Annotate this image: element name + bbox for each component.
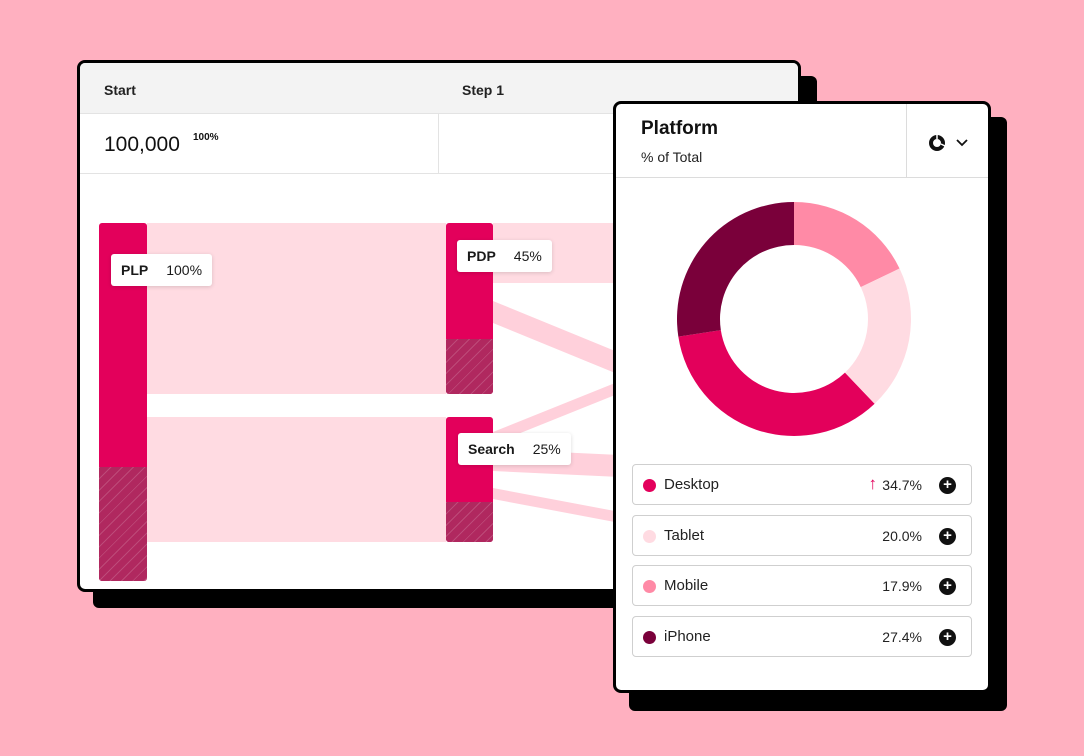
plus-circle-icon[interactable]: + bbox=[939, 629, 956, 646]
donut-slice-iphone[interactable] bbox=[677, 202, 794, 337]
legend-item-tablet[interactable]: Tablet 20.0% + bbox=[632, 515, 972, 556]
color-dot bbox=[643, 631, 656, 644]
flow-search-cross bbox=[493, 381, 620, 444]
plus-circle-icon[interactable]: + bbox=[939, 477, 956, 494]
flow-plp-to-pdp bbox=[147, 223, 446, 394]
node-tag-plp[interactable]: PLP 100% bbox=[111, 254, 213, 286]
stats-divider bbox=[438, 113, 439, 173]
column-header-step-1: Step 1 bbox=[462, 82, 505, 98]
legend-item-mobile[interactable]: Mobile 17.9% + bbox=[632, 565, 972, 606]
legend-label: Tablet bbox=[664, 527, 705, 544]
donut-chart-icon bbox=[929, 134, 946, 151]
legend-item-desktop[interactable]: Desktop ↑ 34.7% + bbox=[632, 464, 972, 505]
chevron-down-icon bbox=[956, 139, 968, 147]
chart-type-dropdown[interactable] bbox=[928, 131, 978, 155]
node-name: PLP bbox=[121, 262, 149, 278]
start-total-value: 100,000 bbox=[104, 133, 180, 156]
donut-slice-desktop[interactable] bbox=[678, 330, 875, 436]
search-dropoff-hatch bbox=[446, 502, 493, 542]
flow-plp-to-search bbox=[147, 417, 446, 542]
platform-card: Platform % of Total Desktop ↑ 34.7% + Ta… bbox=[613, 101, 991, 693]
node-percent: 100% bbox=[166, 262, 203, 278]
platform-subtitle: % of Total bbox=[641, 149, 703, 165]
node-percent: 25% bbox=[532, 441, 561, 457]
node-tag-pdp[interactable]: PDP 45% bbox=[457, 240, 552, 272]
legend-label: Mobile bbox=[664, 577, 709, 594]
platform-donut-chart bbox=[677, 202, 911, 436]
legend-item-iphone[interactable]: iPhone 27.4% + bbox=[632, 616, 972, 657]
node-tag-search[interactable]: Search 25% bbox=[458, 433, 571, 465]
flow-pdp-cross bbox=[493, 301, 620, 375]
header-rule bbox=[616, 177, 988, 178]
flow-search-out-2 bbox=[493, 488, 620, 523]
color-dot bbox=[643, 580, 656, 593]
legend-value: 20.0% bbox=[882, 528, 922, 544]
header-divider bbox=[906, 104, 907, 177]
node-name: Search bbox=[468, 441, 515, 457]
legend-value: 17.9% bbox=[882, 578, 922, 594]
plus-circle-icon[interactable]: + bbox=[939, 578, 956, 595]
legend-label: Desktop bbox=[664, 476, 720, 493]
donut-slice-mobile[interactable] bbox=[794, 202, 900, 288]
legend-value: 34.7% bbox=[882, 477, 922, 493]
color-dot bbox=[643, 479, 656, 492]
start-total-percent: 100% bbox=[193, 132, 219, 143]
arrow-up-icon: ↑ bbox=[868, 474, 878, 493]
column-header-start: Start bbox=[104, 82, 136, 98]
donut-slice-tablet[interactable] bbox=[844, 268, 911, 404]
plp-dropoff-hatch bbox=[99, 467, 147, 581]
pdp-dropoff-hatch bbox=[446, 339, 493, 394]
node-percent: 45% bbox=[513, 248, 542, 264]
plus-circle-icon[interactable]: + bbox=[939, 528, 956, 545]
legend-value: 27.4% bbox=[882, 629, 922, 645]
funnel-flows bbox=[147, 223, 620, 542]
platform-title: Platform bbox=[641, 118, 719, 139]
color-dot bbox=[643, 530, 656, 543]
node-name: PDP bbox=[467, 248, 496, 264]
funnel-stats-row: 100,000 100% bbox=[80, 113, 798, 174]
legend-label: iPhone bbox=[664, 628, 711, 645]
